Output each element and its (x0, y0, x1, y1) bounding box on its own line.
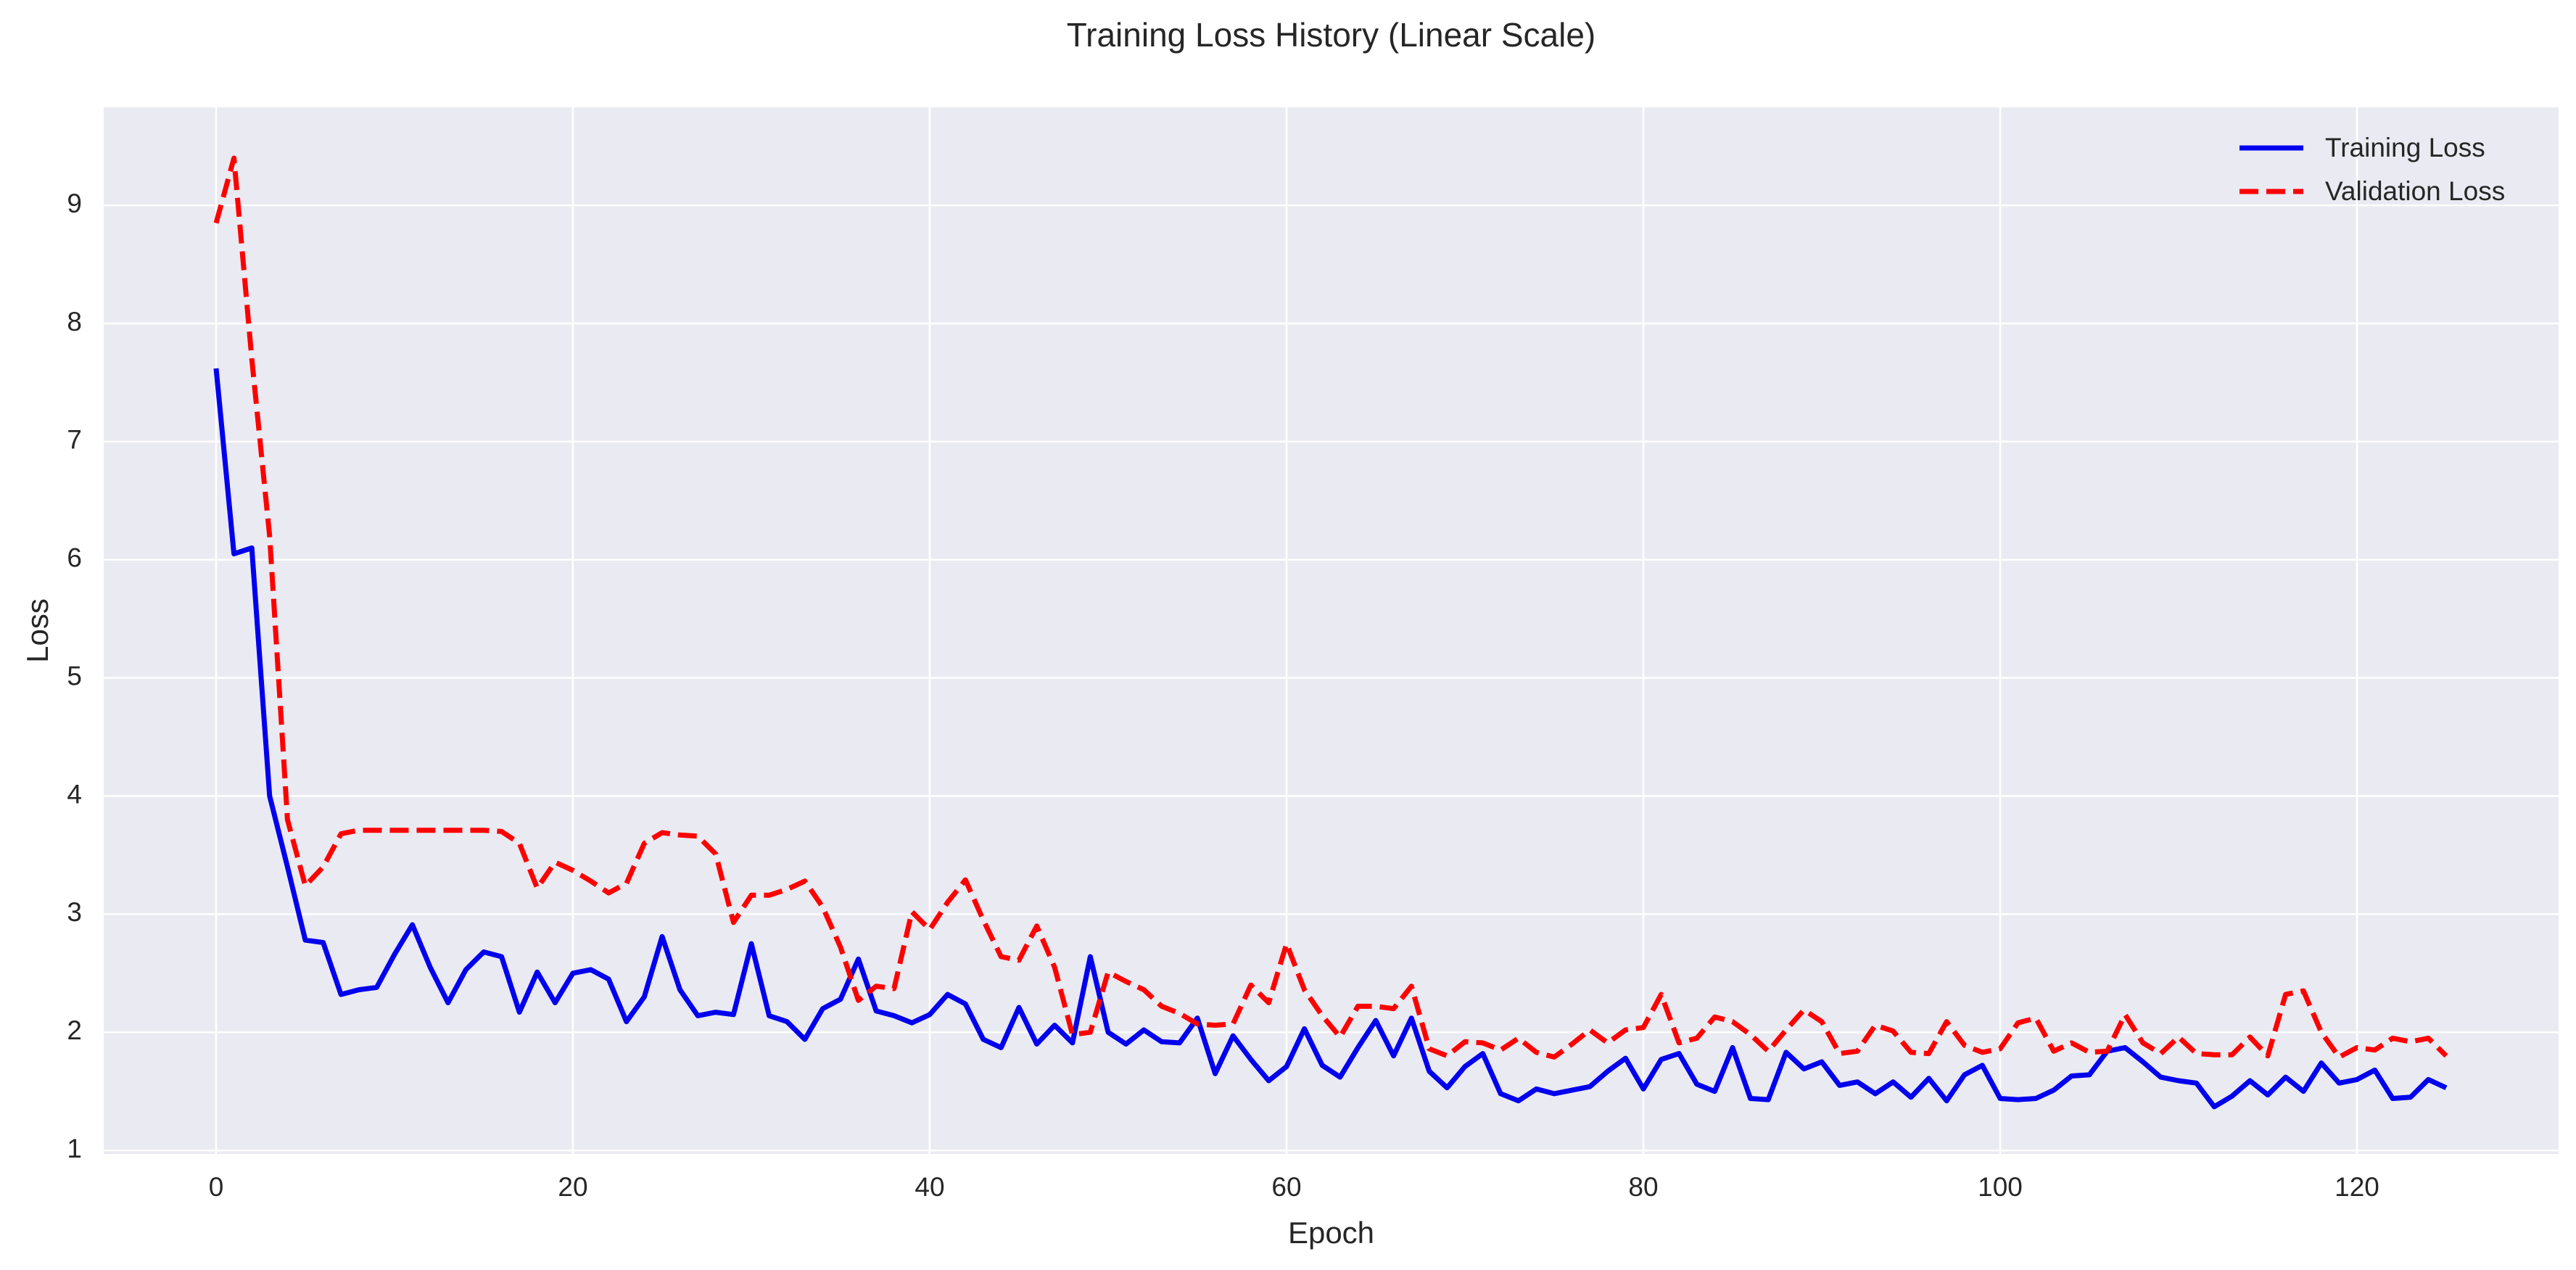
y-tick-label: 5 (67, 661, 82, 690)
y-tick-label: 8 (67, 307, 82, 337)
x-tick-label: 100 (1978, 1172, 2023, 1202)
y-tick-label: 6 (67, 543, 82, 573)
legend-label-training-loss: Training Loss (2325, 133, 2485, 162)
y-tick-label: 2 (67, 1015, 82, 1045)
x-tick-label: 0 (209, 1172, 224, 1202)
legend: Training Loss Validation Loss (2239, 133, 2505, 206)
grid (104, 107, 2559, 1154)
y-tick-label: 3 (67, 897, 82, 927)
legend-label-validation-loss: Validation Loss (2325, 176, 2505, 206)
x-tick-label: 60 (1271, 1172, 1301, 1202)
y-tick-label: 9 (67, 189, 82, 218)
x-axis-label: Epoch (1288, 1216, 1374, 1250)
x-tick-label: 40 (915, 1172, 944, 1202)
plot-area (104, 107, 2559, 1154)
training-loss-line (213, 368, 2448, 1110)
tick-labels: 0 20 40 60 80 100 120 1 2 3 4 5 6 7 8 9 (67, 189, 2379, 1202)
series-lines (213, 155, 2448, 1110)
x-tick-label: 20 (558, 1172, 587, 1202)
y-tick-label: 4 (67, 779, 82, 809)
y-tick-label: 7 (67, 425, 82, 455)
validation-loss-line (213, 155, 2448, 1060)
chart-title: Training Loss History (Linear Scale) (1067, 16, 1595, 54)
y-axis-label: Loss (20, 598, 54, 663)
x-tick-label: 120 (2334, 1172, 2379, 1202)
x-tick-label: 80 (1628, 1172, 1658, 1202)
y-tick-label: 1 (67, 1134, 82, 1163)
